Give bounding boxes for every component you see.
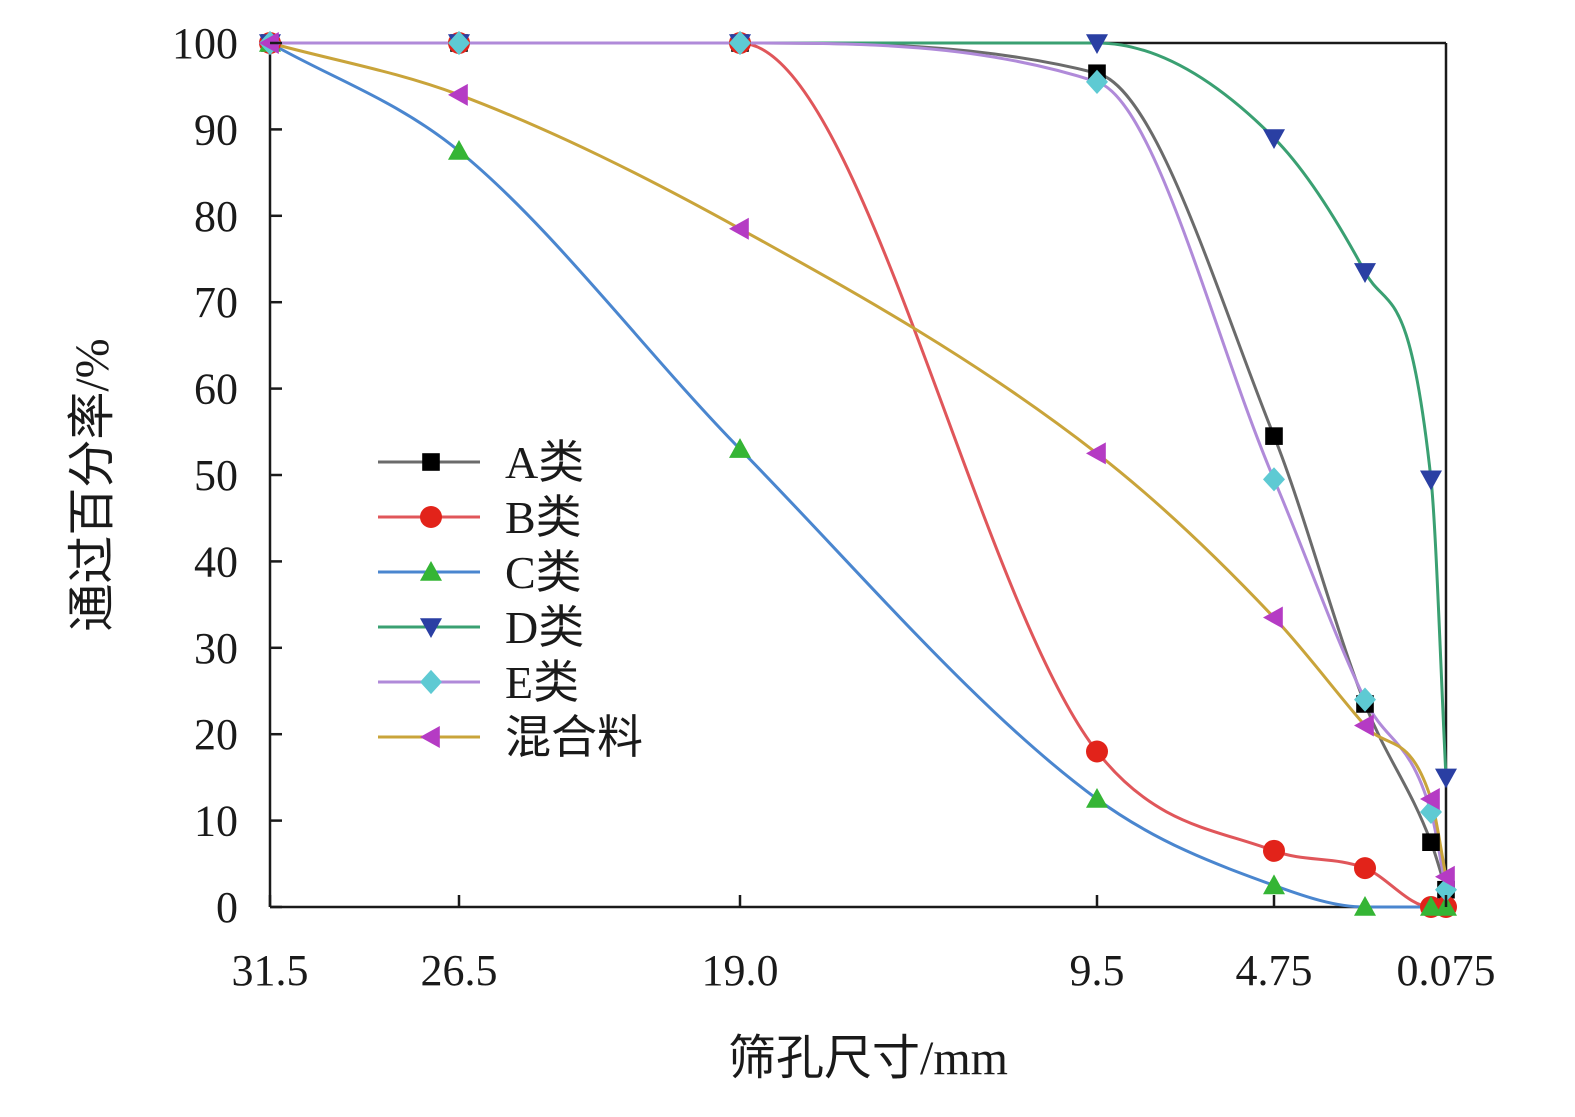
legend-marker (420, 726, 440, 748)
legend-label: D类 (505, 602, 584, 653)
series-4-point-3 (1086, 69, 1108, 94)
series-5-point-2 (729, 217, 749, 240)
series-5-point-6 (1420, 788, 1440, 810)
series-1-point-4 (1263, 839, 1285, 862)
series-2-point-1 (448, 140, 470, 160)
legend-marker (420, 561, 442, 581)
series-4-point-2 (729, 30, 751, 56)
series-2-point-4 (1263, 874, 1285, 895)
legend-marker (420, 669, 442, 695)
series-3-point-4 (1263, 129, 1285, 150)
legend-marker (420, 618, 442, 638)
y-tick-label: 80 (194, 192, 238, 241)
series-0-point-6 (1422, 833, 1440, 851)
x-tick-label: 31.5 (232, 946, 309, 995)
legend-marker (420, 506, 442, 528)
legend-item: A类 (378, 437, 584, 488)
series-3-point-6 (1420, 470, 1442, 491)
y-axis-title: 通过百分率/% (66, 338, 119, 631)
series-2-point-3 (1086, 788, 1108, 808)
legend-item: C类 (378, 547, 582, 598)
y-tick-label: 10 (194, 797, 238, 846)
series-1-point-5 (1354, 857, 1376, 880)
series-5-point-7 (1435, 865, 1455, 888)
series-markers (259, 30, 1457, 918)
series-3-point-3 (1086, 34, 1108, 54)
series-4-point-6 (1420, 799, 1442, 825)
x-axis-title: 筛孔尺寸/mm (728, 1032, 1008, 1085)
series-3-point-5 (1354, 263, 1376, 283)
x-tick-label: 4.75 (1236, 946, 1313, 995)
x-tick-label: 0.075 (1397, 946, 1496, 995)
y-tick-label: 50 (194, 451, 238, 500)
legend-label: E类 (505, 657, 579, 708)
series-1-point-3 (1086, 740, 1108, 763)
x-tick-label: 26.5 (421, 946, 498, 995)
y-tick-label: 60 (194, 365, 238, 414)
series-5-point-4 (1263, 606, 1283, 629)
series-line-4 (268, 41, 1448, 892)
y-tick-label: 100 (172, 19, 238, 68)
series-2-point-5 (1354, 896, 1376, 916)
y-tick-label: 20 (194, 710, 238, 759)
y-tick-label: 30 (194, 624, 238, 673)
legend-marker (422, 453, 440, 471)
series-3-point-7 (1435, 768, 1457, 789)
legend-item: B类 (378, 492, 582, 543)
series-5-point-5 (1354, 714, 1374, 737)
series-4-point-5 (1354, 687, 1376, 712)
series-0-point-4 (1265, 427, 1283, 445)
series-line-2 (268, 41, 1448, 909)
series-line-5 (268, 41, 1448, 879)
y-axis-ticks: 0 10 20 30 40 50 60 70 80 90 100 (172, 19, 282, 932)
legend-item: E类 (378, 657, 579, 708)
series-4-point-4 (1263, 467, 1285, 492)
legend-item: 混合料 (378, 712, 643, 763)
legend-item: D类 (378, 602, 584, 653)
legend-label: A类 (505, 437, 584, 488)
legend-label: 混合料 (505, 712, 643, 763)
y-tick-label: 40 (194, 537, 238, 586)
series-5-point-0 (259, 32, 279, 54)
series-lines (268, 41, 1448, 909)
legend-label: B类 (505, 492, 582, 543)
series-4-point-1 (448, 30, 470, 56)
series-5-point-3 (1086, 442, 1106, 465)
series-5-point-1 (448, 83, 468, 106)
y-tick-label: 0 (216, 883, 238, 932)
y-tick-label: 70 (194, 278, 238, 327)
legend-label: C类 (505, 547, 582, 598)
x-axis-ticks: 31.5 26.5 19.0 9.5 4.75 0.075 (232, 895, 1496, 995)
y-tick-label: 90 (194, 105, 238, 154)
series-2-point-2 (729, 438, 751, 458)
series-line-3 (268, 41, 1448, 779)
series-2-point-6 (1420, 896, 1442, 916)
x-tick-label: 9.5 (1070, 946, 1125, 995)
x-tick-label: 19.0 (702, 946, 779, 995)
